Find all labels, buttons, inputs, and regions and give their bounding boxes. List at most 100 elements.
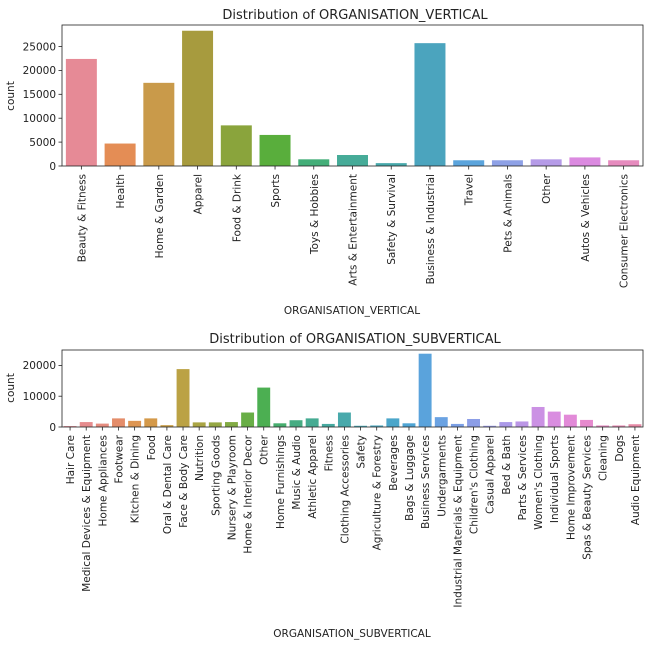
x-tick-label: Footwear [113,434,125,483]
bar [144,418,158,427]
y-axis-label: count [5,81,17,111]
x-tick-label: Hair Care [65,435,77,484]
x-tick-label: Arts & Entertainment [348,174,360,286]
x-tick-label: Face & Body Care [178,435,190,528]
x-axis: Hair Care Medical Devices & Equipment Home… [65,427,642,608]
x-tick-label: Home & Interior Decor [243,434,255,553]
bar [418,353,432,427]
bar [531,406,545,427]
y-axis: 0 5000 10000 15000 20000 25000 [23,41,62,173]
bar [370,425,384,427]
bar [354,425,368,427]
bar [499,422,513,427]
bar [220,125,252,166]
bar [305,418,319,427]
bar [547,411,561,427]
x-tick-label: Food & Drink [231,173,243,242]
bar [192,422,206,427]
y-tick-label: 0 [49,161,56,173]
x-tick-label: Individual Sports [549,435,561,523]
x-tick-label: Spas & Beauty Services [582,435,594,560]
x-tick-label: Oral & Dental Care [162,435,174,534]
x-tick-label: Health [115,174,127,208]
bar [450,423,464,427]
bar [321,423,335,427]
x-tick-label: Consumer Electronics [619,174,631,288]
bar [467,418,480,427]
bar [259,134,291,166]
bar [112,418,125,427]
y-tick-label: 20000 [23,65,56,77]
x-tick-label: Safety [356,435,368,469]
x-tick-label: Bags & Luggage [404,435,416,521]
y-tick-label: 0 [49,422,56,434]
y-tick-label: 10000 [23,391,56,403]
bar [375,163,407,166]
bar [95,423,109,427]
x-tick-label: Home Improvement [565,435,577,540]
x-tick-label: Clothing Accessories [339,435,351,544]
x-tick-label: Undergarments [436,435,448,517]
bar [608,160,640,166]
bar [257,387,271,427]
x-tick-label: Other [541,173,553,203]
x-tick-label: Casual Apparel [485,435,497,514]
y-tick-label: 10000 [23,113,56,125]
bar [569,157,601,166]
x-tick-label: Business & Industrial [425,174,437,284]
chart-vertical: Distribution of ORGANISATION_VERTICAL 0 5… [5,8,644,317]
x-tick-label: Other [259,434,271,464]
x-axis-label: ORGANISATION_VERTICAL [284,305,420,317]
x-tick-label: Beauty & Fitness [76,174,88,262]
bar [491,160,523,166]
plot-frame [61,349,644,428]
x-axis: Beauty & Fitness Health Home & Garden Appar… [76,166,631,288]
chart-title: Distribution of ORGANISATION_SUBVERTICAL [209,332,501,347]
x-axis-label: ORGANISATION_SUBVERTICAL [273,628,431,640]
bar [337,155,368,166]
bar [289,420,303,427]
bar [63,426,77,427]
bar [453,160,485,166]
x-tick-label: Beverages [388,435,400,491]
x-tick-label: Autos & Vehicles [580,174,592,262]
x-tick-label: Safety & Survival [386,174,398,265]
x-tick-label: Apparel [193,174,205,214]
bars [63,353,642,427]
bar [337,412,351,427]
x-tick-label: Children's Clothing [469,435,481,534]
x-tick-label: Toys & Hobbies [309,174,321,255]
bar [241,412,255,427]
y-tick-label: 25000 [23,41,56,53]
x-tick-label: Sporting Goods [210,435,222,516]
y-axis: 0 10000 20000 [23,360,62,434]
x-tick-label: Industrial Materials & Equipment [452,435,464,608]
chart-subvertical: Distribution of ORGANISATION_SUBVERTICAL… [5,332,644,640]
x-tick-label: Home & Garden [154,174,166,258]
x-tick-label: Cleaning [598,435,610,481]
x-tick-label: Pets & Animals [502,174,514,253]
x-tick-label: Nutrition [194,435,206,481]
x-tick-label: Business Services [420,435,432,529]
x-tick-label: Bed & Bath [501,435,513,495]
y-tick-label: 5000 [29,137,56,149]
bar [530,159,562,166]
bar [434,417,448,427]
x-tick-label: Fitness [323,435,335,471]
x-tick-label: Athletic Apparel [307,435,319,519]
bar [79,422,93,427]
y-axis-label: count [5,373,17,403]
bar [208,422,222,427]
bar [483,425,497,427]
bar [104,143,136,166]
bar [160,425,174,427]
bar [563,414,577,427]
chart-title: Distribution of ORGANISATION_VERTICAL [222,8,488,23]
bar [298,159,330,166]
x-tick-label: Women's Clothing [533,435,545,530]
bars [65,30,640,166]
y-tick-label: 20000 [23,360,56,372]
x-tick-label: Travel [464,174,476,206]
x-tick-label: Home Appliances [97,435,109,527]
